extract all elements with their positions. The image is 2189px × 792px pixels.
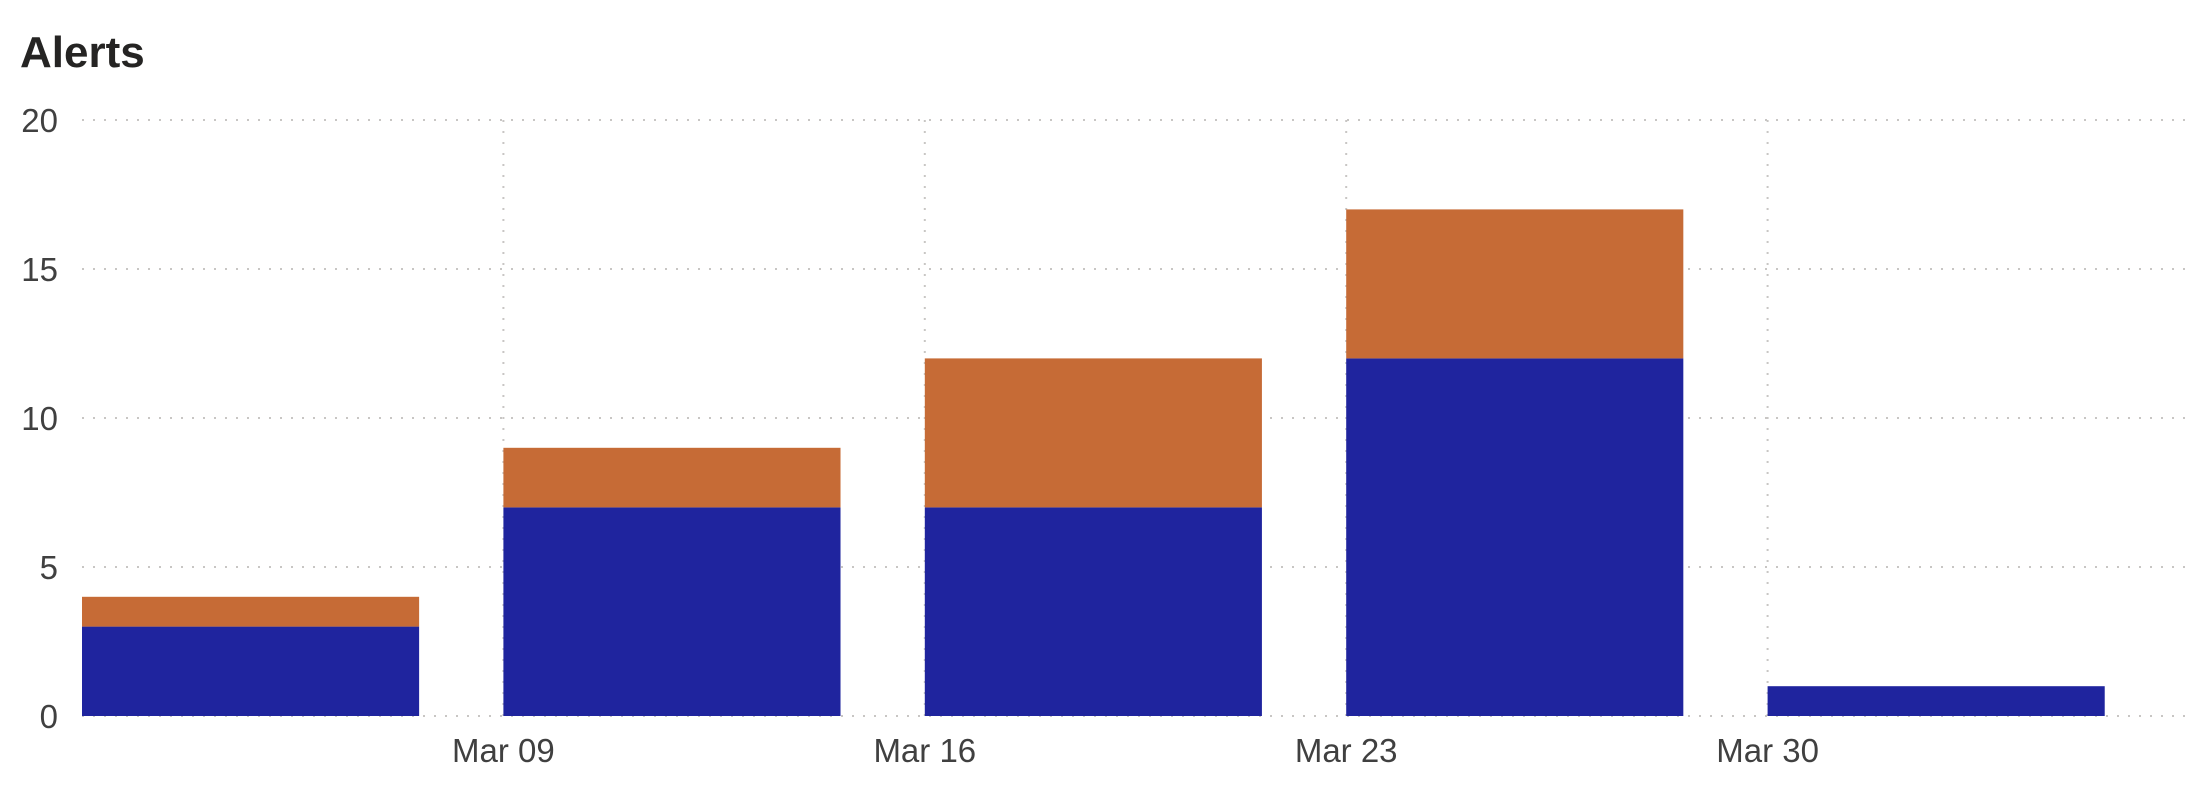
- y-tick-label: 0: [40, 698, 58, 735]
- x-tick-label: Mar 16: [873, 732, 976, 769]
- y-tick-label: 15: [21, 251, 58, 288]
- x-axis-tick-labels: Mar 09 Mar 16 Mar 23 Mar 30: [452, 732, 1819, 769]
- chart-title: Alerts: [20, 28, 145, 77]
- bar-segment-series-2[interactable]: [82, 596, 420, 627]
- bar-segment-series-1[interactable]: [1767, 686, 2105, 716]
- bar-segment-series-2[interactable]: [1346, 209, 1684, 359]
- bar-segment-series-1[interactable]: [82, 626, 420, 716]
- y-tick-label: 10: [21, 400, 58, 437]
- bar-segment-series-2[interactable]: [924, 358, 1262, 508]
- bars: [82, 209, 2105, 716]
- bar-segment-series-2[interactable]: [503, 447, 841, 508]
- x-tick-label: Mar 09: [452, 732, 555, 769]
- y-tick-label: 20: [21, 102, 58, 139]
- bar-segment-series-1[interactable]: [924, 507, 1262, 716]
- y-axis-tick-labels: 0 5 10 15 20: [21, 102, 58, 735]
- x-tick-label: Mar 30: [1716, 732, 1819, 769]
- x-tick-label: Mar 23: [1295, 732, 1398, 769]
- bar-segment-series-1[interactable]: [1346, 358, 1684, 716]
- bar-segment-series-1[interactable]: [503, 507, 841, 716]
- y-tick-label: 5: [40, 549, 58, 586]
